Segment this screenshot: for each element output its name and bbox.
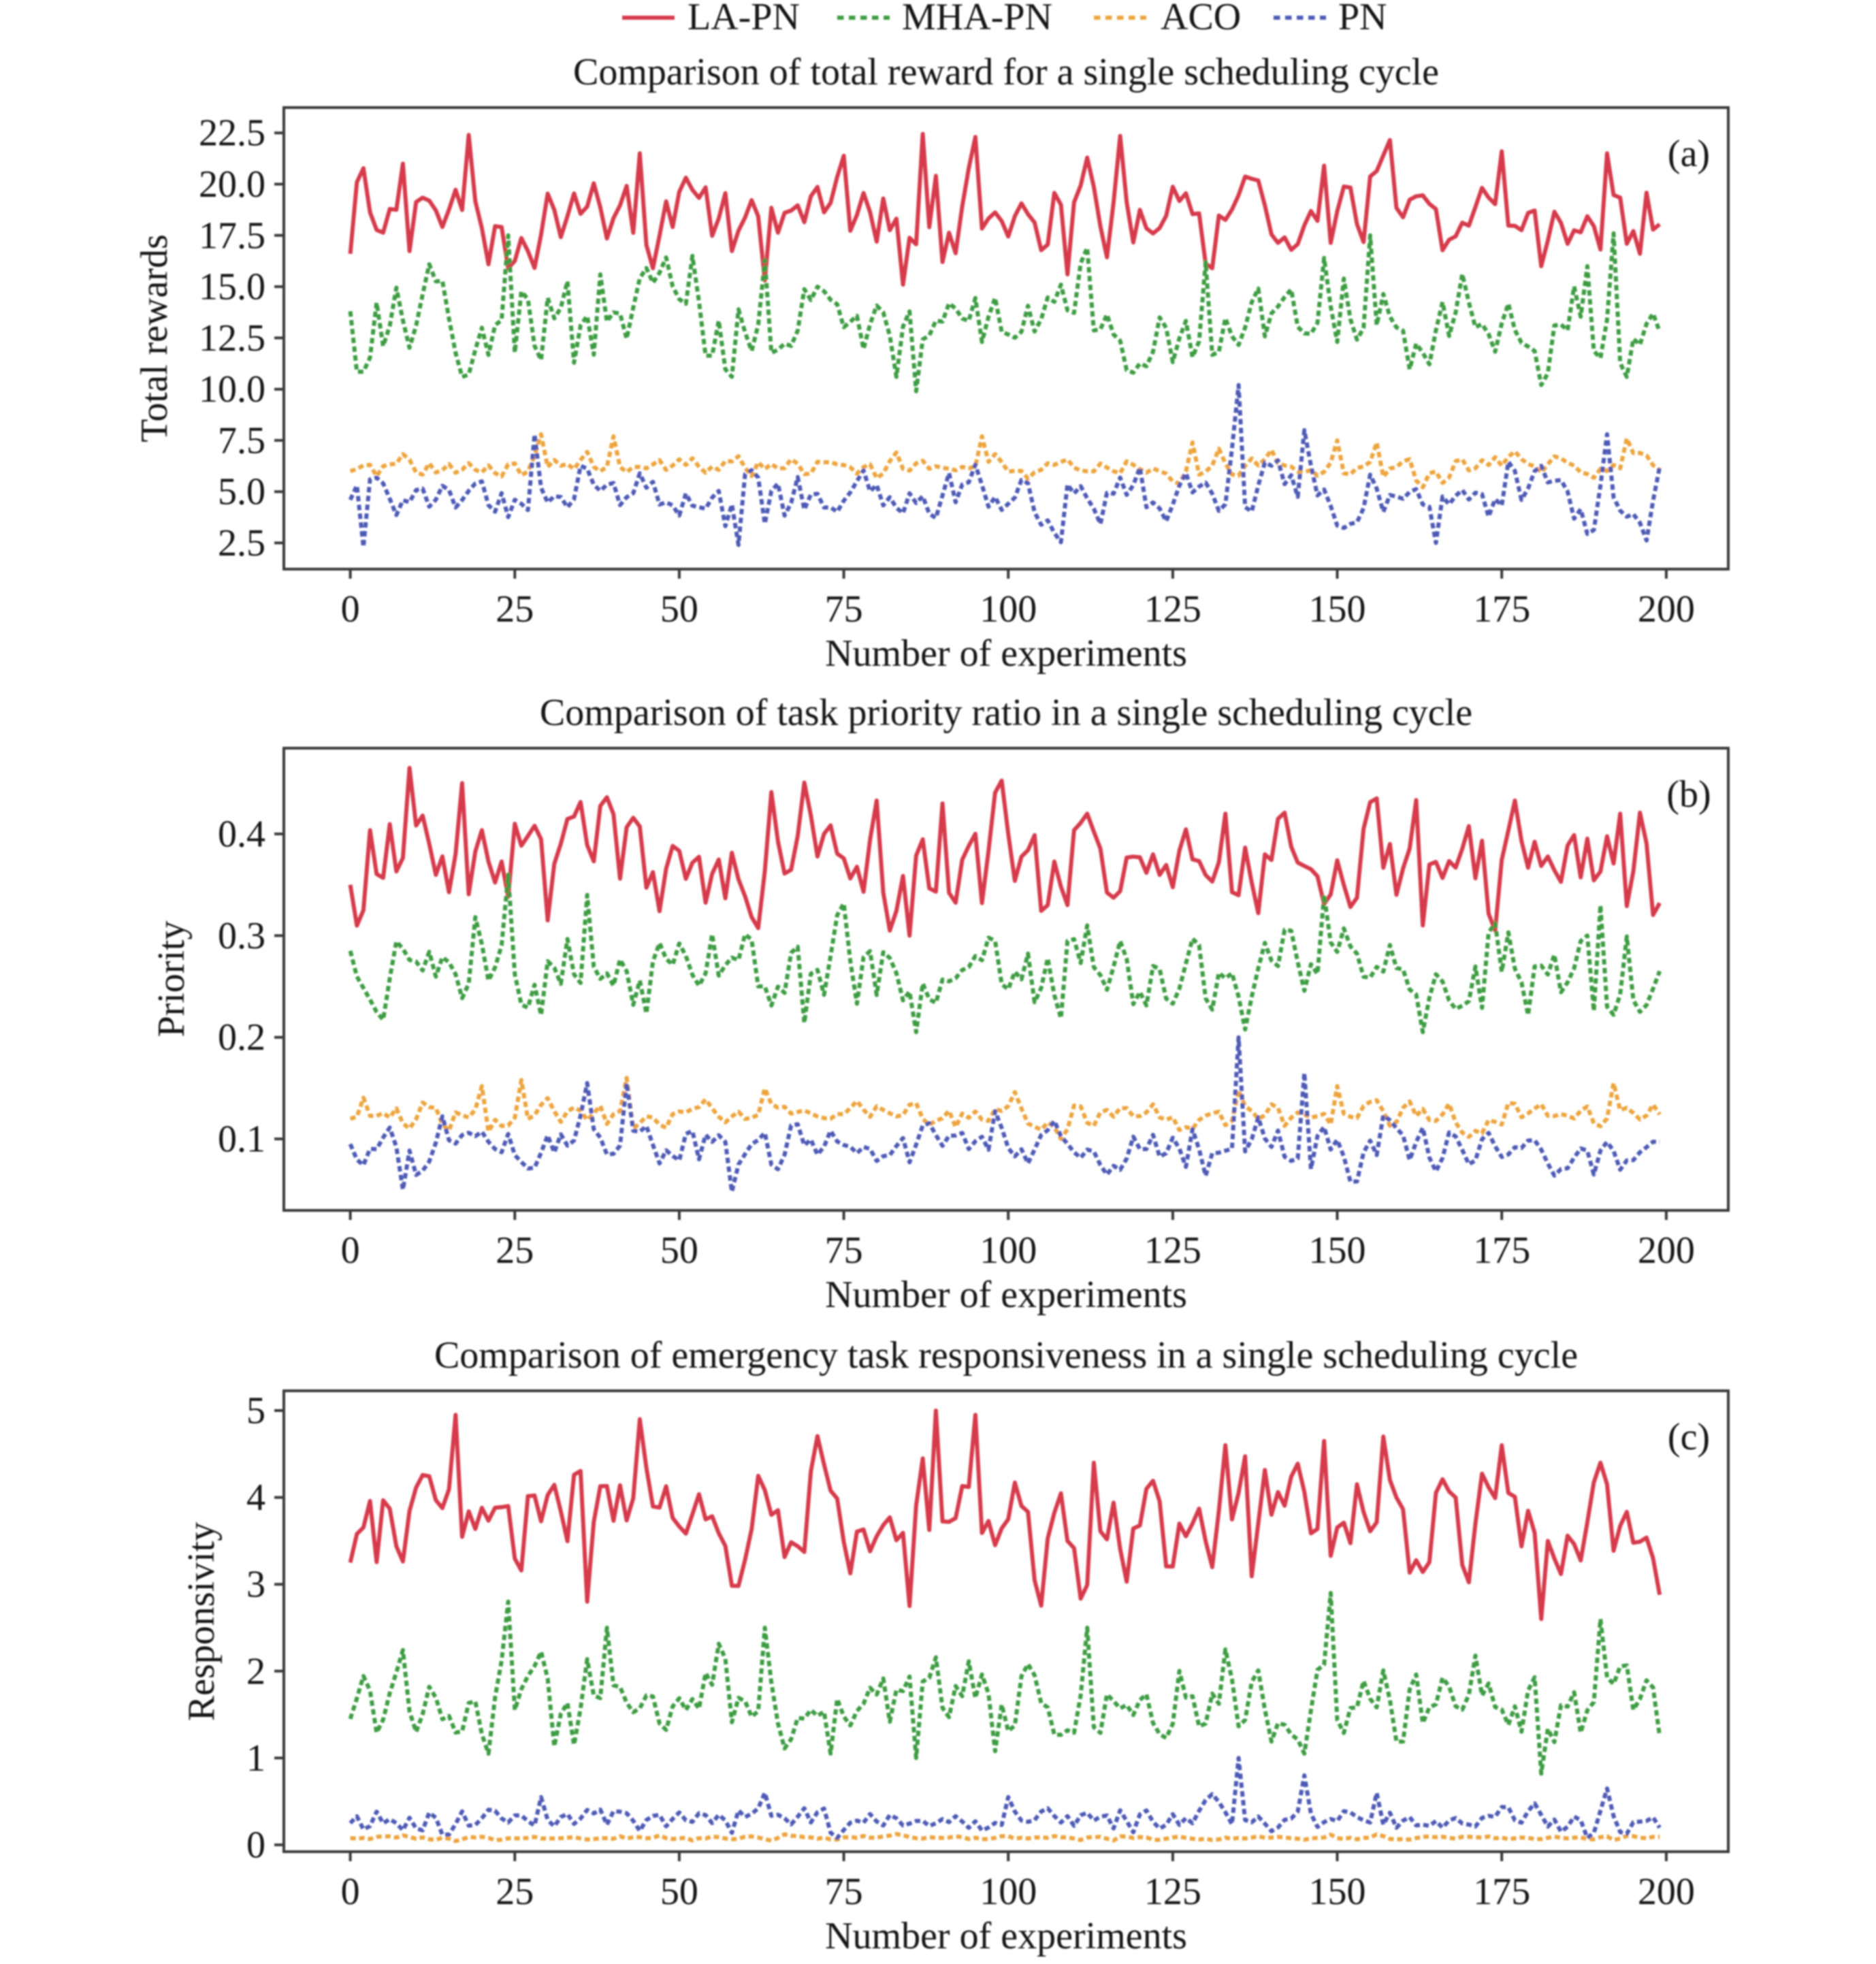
svg-text:0: 0: [246, 1824, 265, 1867]
svg-text:Total rewards: Total rewards: [133, 234, 176, 442]
svg-text:50: 50: [660, 1871, 698, 1913]
svg-text:175: 175: [1473, 1229, 1530, 1272]
svg-text:10.0: 10.0: [199, 368, 265, 410]
svg-text:125: 125: [1144, 1229, 1201, 1272]
svg-text:0: 0: [341, 588, 360, 630]
svg-text:0.1: 0.1: [218, 1118, 265, 1161]
svg-text:25: 25: [496, 588, 534, 630]
svg-text:MHA-PN: MHA-PN: [902, 0, 1052, 38]
svg-text:0.4: 0.4: [218, 814, 265, 856]
svg-text:50: 50: [660, 588, 698, 630]
svg-text:Number of experiments: Number of experiments: [825, 1274, 1187, 1316]
svg-text:25: 25: [496, 1871, 534, 1913]
svg-text:100: 100: [980, 1229, 1037, 1272]
svg-text:100: 100: [980, 1871, 1037, 1913]
svg-text:1: 1: [246, 1737, 265, 1780]
svg-text:ACO: ACO: [1161, 0, 1241, 38]
svg-text:12.5: 12.5: [199, 317, 265, 359]
svg-text:2.5: 2.5: [218, 522, 265, 564]
svg-text:3: 3: [246, 1564, 265, 1606]
svg-text:7.5: 7.5: [218, 419, 265, 462]
svg-text:(b): (b): [1666, 773, 1711, 816]
svg-text:Priority: Priority: [150, 920, 193, 1037]
svg-text:15.0: 15.0: [199, 266, 265, 308]
svg-text:Comparison of emergency task r: Comparison of emergency task responsiven…: [434, 1334, 1578, 1377]
svg-text:4: 4: [246, 1477, 265, 1519]
svg-text:75: 75: [825, 1871, 863, 1913]
svg-text:150: 150: [1309, 588, 1366, 630]
svg-text:Number of experiments: Number of experiments: [825, 632, 1187, 675]
svg-text:PN: PN: [1338, 0, 1387, 38]
svg-text:150: 150: [1309, 1871, 1366, 1913]
svg-text:17.5: 17.5: [199, 214, 265, 257]
svg-text:0.2: 0.2: [218, 1016, 265, 1059]
svg-text:200: 200: [1638, 1871, 1695, 1913]
svg-text:(a): (a): [1668, 133, 1710, 175]
svg-text:75: 75: [825, 1229, 863, 1272]
svg-text:LA-PN: LA-PN: [688, 0, 800, 38]
svg-text:175: 175: [1473, 1871, 1530, 1913]
svg-text:125: 125: [1144, 1871, 1201, 1913]
svg-text:125: 125: [1144, 588, 1201, 630]
svg-text:5: 5: [246, 1390, 265, 1432]
svg-text:100: 100: [980, 588, 1037, 630]
svg-text:0: 0: [341, 1229, 360, 1272]
svg-text:25: 25: [496, 1229, 534, 1272]
svg-text:2: 2: [246, 1650, 265, 1692]
svg-text:Responsivity: Responsivity: [180, 1522, 223, 1721]
svg-text:75: 75: [825, 588, 863, 630]
svg-text:150: 150: [1309, 1229, 1366, 1272]
svg-text:200: 200: [1638, 588, 1695, 630]
svg-text:(c): (c): [1668, 1416, 1710, 1458]
svg-text:Comparison of total reward for: Comparison of total reward for a single …: [573, 51, 1439, 93]
svg-text:5.0: 5.0: [218, 471, 265, 513]
svg-text:200: 200: [1638, 1229, 1695, 1272]
svg-text:50: 50: [660, 1229, 698, 1272]
svg-text:Number of experiments: Number of experiments: [825, 1915, 1187, 1957]
svg-text:0.3: 0.3: [218, 915, 265, 957]
svg-text:0: 0: [341, 1871, 360, 1913]
svg-text:Comparison of task priority ra: Comparison of task priority ratio in a s…: [540, 692, 1472, 734]
svg-text:20.0: 20.0: [199, 163, 265, 206]
svg-text:22.5: 22.5: [199, 112, 265, 155]
svg-text:175: 175: [1473, 588, 1530, 630]
